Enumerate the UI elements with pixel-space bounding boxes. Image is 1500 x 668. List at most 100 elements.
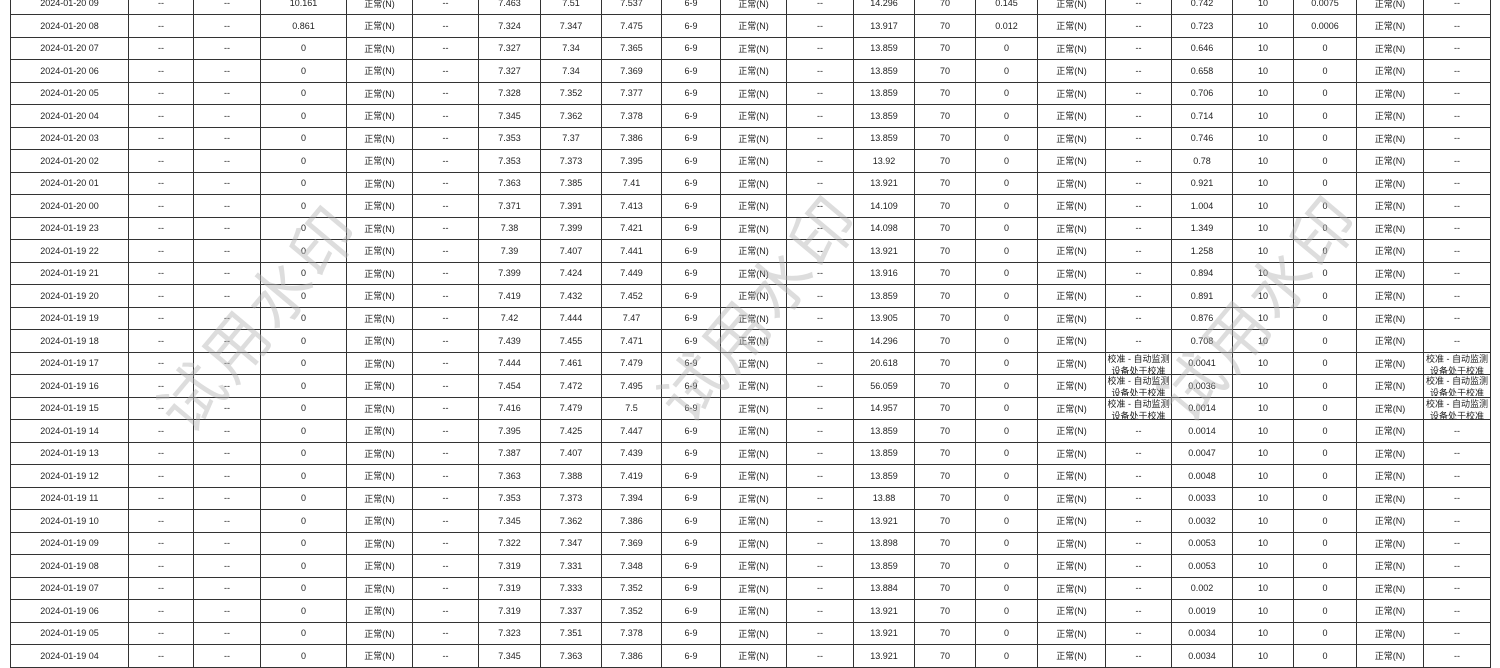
value-cell: 0 xyxy=(975,576,1038,600)
value-cell: 0.746 xyxy=(1171,126,1233,150)
status-cell: 正常(N) xyxy=(1037,104,1106,128)
value-cell: -- xyxy=(128,464,194,488)
value-cell: 70 xyxy=(914,0,976,15)
value-cell: 6-9 xyxy=(661,599,721,623)
value-cell: 70 xyxy=(914,59,976,83)
status-cell: 正常(N) xyxy=(1356,554,1424,578)
value-cell: -- xyxy=(786,441,854,465)
status-cell: 正常(N) xyxy=(346,261,413,285)
value-cell: 70 xyxy=(914,329,976,353)
value-cell: 13.905 xyxy=(853,306,915,330)
table-row: 2024-01-19 10 -- -- 0 正常(N) -- 7.345 7.362 7.386… xyxy=(10,509,1491,533)
value-cell: 0 xyxy=(260,306,347,330)
value-cell: -- xyxy=(1105,284,1172,308)
value-cell: -- xyxy=(128,81,194,105)
value-cell: 7.328 xyxy=(478,81,541,105)
value-cell: 13.916 xyxy=(853,261,915,285)
status-cell: 正常(N) xyxy=(1356,216,1424,240)
value-cell: 70 xyxy=(914,531,976,555)
timestamp-cell: 2024-01-19 21 xyxy=(10,261,129,285)
value-cell: 7.386 xyxy=(601,126,662,150)
value-cell: 7.394 xyxy=(601,486,662,510)
value-cell: -- xyxy=(412,441,479,465)
value-cell: -- xyxy=(412,284,479,308)
value-cell: -- xyxy=(786,509,854,533)
status-cell: 正常(N) xyxy=(1356,104,1424,128)
value-cell: 13.921 xyxy=(853,621,915,645)
value-cell: 6-9 xyxy=(661,284,721,308)
value-cell: -- xyxy=(1423,59,1491,83)
value-cell: 0.0041 xyxy=(1171,351,1233,375)
value-cell: 20.618 xyxy=(853,351,915,375)
value-cell: 70 xyxy=(914,261,976,285)
status-cell: 正常(N) xyxy=(720,396,787,420)
value-cell: -- xyxy=(412,351,479,375)
value-cell: 0 xyxy=(975,126,1038,150)
value-cell: -- xyxy=(193,554,261,578)
status-cell: 正常(N) xyxy=(720,104,787,128)
value-cell: 0 xyxy=(975,644,1038,668)
value-cell: 0 xyxy=(1293,419,1357,443)
value-cell: -- xyxy=(128,329,194,353)
status-cell: 正常(N) xyxy=(720,441,787,465)
value-cell: 6-9 xyxy=(661,419,721,443)
value-cell: -- xyxy=(1423,239,1491,263)
value-cell: 7.51 xyxy=(540,0,602,15)
value-cell: 13.921 xyxy=(853,644,915,668)
value-cell: 0 xyxy=(260,441,347,465)
value-cell: 7.345 xyxy=(478,104,541,128)
value-cell: 7.319 xyxy=(478,576,541,600)
value-cell: -- xyxy=(1105,644,1172,668)
value-cell: 13.859 xyxy=(853,419,915,443)
value-cell: 0 xyxy=(1293,284,1357,308)
value-cell: 7.399 xyxy=(540,216,602,240)
value-cell: -- xyxy=(412,576,479,600)
value-cell: 70 xyxy=(914,554,976,578)
value-cell: -- xyxy=(1105,149,1172,173)
value-cell: 7.387 xyxy=(478,441,541,465)
status-cell: 正常(N) xyxy=(1356,644,1424,668)
value-cell: -- xyxy=(193,599,261,623)
value-cell: -- xyxy=(193,14,261,38)
timestamp-cell: 2024-01-20 07 xyxy=(10,36,129,60)
value-cell: 70 xyxy=(914,509,976,533)
value-cell: 70 xyxy=(914,216,976,240)
value-cell: -- xyxy=(1423,554,1491,578)
value-cell: -- xyxy=(128,149,194,173)
timestamp-cell: 2024-01-20 00 xyxy=(10,194,129,218)
status-cell: 正常(N) xyxy=(346,216,413,240)
status-cell: 正常(N) xyxy=(1356,0,1424,15)
status-cell: 正常(N) xyxy=(346,576,413,600)
table-row: 2024-01-20 09 -- -- 10.161 正常(N) -- 7.463 7.51 7… xyxy=(10,0,1491,15)
value-cell: -- xyxy=(128,261,194,285)
calibration-note-cell: 校准 - 自动监测设备处于校准 xyxy=(1423,396,1491,420)
value-cell: -- xyxy=(786,284,854,308)
value-cell: 6-9 xyxy=(661,329,721,353)
status-cell: 正常(N) xyxy=(1037,554,1106,578)
value-cell: 13.859 xyxy=(853,104,915,128)
value-cell: 70 xyxy=(914,194,976,218)
value-cell: 13.88 xyxy=(853,486,915,510)
status-cell: 正常(N) xyxy=(346,81,413,105)
table-row: 2024-01-19 12 -- -- 0 正常(N) -- 7.363 7.388 7.419… xyxy=(10,464,1491,488)
status-cell: 正常(N) xyxy=(346,0,413,15)
value-cell: -- xyxy=(1423,464,1491,488)
value-cell: -- xyxy=(193,576,261,600)
value-cell: -- xyxy=(786,576,854,600)
status-cell: 正常(N) xyxy=(346,14,413,38)
value-cell: 0.0006 xyxy=(1293,14,1357,38)
status-cell: 正常(N) xyxy=(1356,374,1424,398)
status-cell: 正常(N) xyxy=(1356,14,1424,38)
value-cell: 0 xyxy=(975,419,1038,443)
value-cell: 0 xyxy=(260,464,347,488)
value-cell: -- xyxy=(128,351,194,375)
value-cell: -- xyxy=(412,239,479,263)
value-cell: 7.369 xyxy=(601,531,662,555)
value-cell: -- xyxy=(1105,194,1172,218)
value-cell: 14.098 xyxy=(853,216,915,240)
value-cell: 10 xyxy=(1232,554,1294,578)
value-cell: -- xyxy=(1423,216,1491,240)
status-cell: 正常(N) xyxy=(1356,486,1424,510)
value-cell: 10 xyxy=(1232,216,1294,240)
status-cell: 正常(N) xyxy=(346,464,413,488)
